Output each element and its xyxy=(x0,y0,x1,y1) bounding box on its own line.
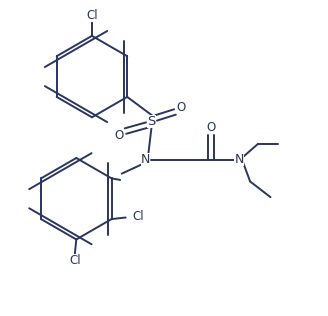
Text: S: S xyxy=(147,115,156,129)
Text: Cl: Cl xyxy=(132,210,144,223)
Text: N: N xyxy=(235,153,244,166)
Text: N: N xyxy=(140,153,150,166)
Text: Cl: Cl xyxy=(69,254,81,267)
Text: O: O xyxy=(176,101,185,114)
Text: Cl: Cl xyxy=(86,9,98,22)
Text: O: O xyxy=(206,121,215,134)
Text: O: O xyxy=(114,129,124,142)
